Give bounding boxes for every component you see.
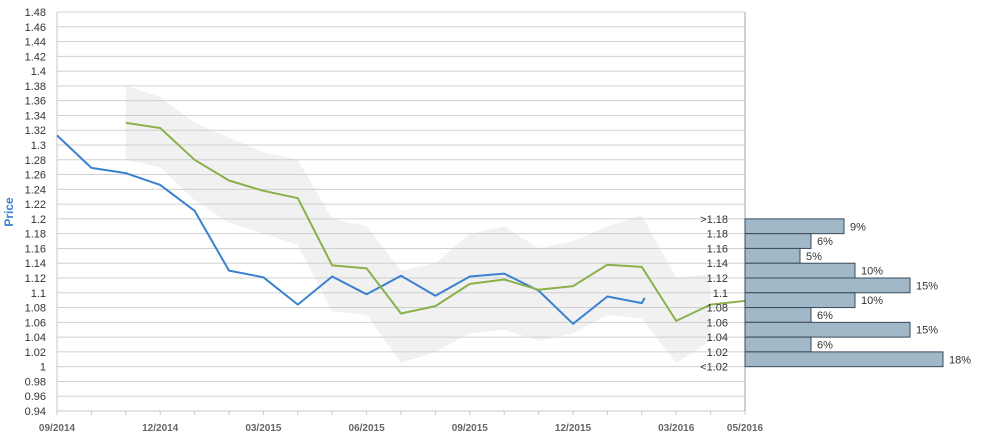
x-tick-label: 03/2016 [658, 423, 695, 434]
x-tick-label: 03/2015 [245, 423, 282, 434]
y-tick-label: 1.46 [25, 22, 46, 34]
distribution-bin-label: >1.18 [700, 214, 728, 226]
distribution-bar [744, 292, 856, 309]
y-tick-label: 1.3 [31, 140, 46, 152]
y-tick-label: 1.28 [25, 155, 46, 167]
x-tick-label: 06/2015 [349, 423, 386, 434]
distribution-bar [744, 247, 801, 264]
y-tick-label: 1.38 [25, 81, 46, 93]
grid-layer [57, 11, 745, 412]
distribution-percent-label: 10% [861, 266, 883, 278]
y-tick-label: 1.12 [25, 273, 46, 285]
distribution-bar [744, 277, 911, 294]
distribution-bin-label: <1.02 [700, 362, 728, 374]
y-tick-label: 1.32 [25, 125, 46, 137]
y-tick-label: 1.4 [31, 66, 46, 78]
x-tick-label: 09/2014 [39, 423, 76, 434]
series-line-1 [56, 134, 646, 325]
y-tick-label: 1.18 [25, 229, 46, 241]
distribution-bin-label: 1.02 [707, 347, 728, 359]
y-tick-label: 1.36 [25, 96, 46, 108]
distribution-percent-label: 15% [916, 280, 938, 292]
y-tick-label: 1.26 [25, 170, 46, 182]
distribution-percent-label: 10% [861, 295, 883, 307]
distribution-bar [744, 233, 812, 249]
x-tick-label: 12/2014 [142, 423, 179, 434]
distribution-bar [744, 307, 812, 323]
x-tick-label: 05/2016 [727, 423, 764, 434]
y-tick-label: 1.44 [25, 37, 46, 49]
x-tick-label: 09/2015 [452, 423, 489, 434]
distribution-bin-label: 1.12 [707, 273, 728, 285]
distribution-bar [744, 336, 812, 353]
y-axis-label: Price [2, 197, 16, 227]
confidence-band-layer [125, 85, 711, 364]
y-tick-label: 1.2 [31, 214, 46, 226]
distribution-bin-label: 1.08 [707, 303, 728, 315]
y-tick-label: 1.16 [25, 243, 46, 255]
y-tick-label: 1.42 [25, 51, 46, 63]
distribution-bin-label: 1.18 [707, 229, 728, 241]
y-tick-label: 1.04 [25, 332, 46, 344]
distribution-bin-label: 1.1 [713, 288, 728, 300]
distribution-percent-label: 5% [806, 251, 822, 263]
y-tick-label: 0.98 [25, 376, 46, 388]
y-tick-label: 0.96 [25, 391, 46, 403]
y-tick-label: 1.08 [25, 303, 46, 315]
x-tick-label: 12/2015 [555, 423, 592, 434]
distribution-percent-label: 6% [817, 310, 833, 322]
distribution-bin-label: 1.04 [707, 332, 728, 344]
y-tick-label: 1.1 [31, 288, 46, 300]
y-tick-label: 1.14 [25, 258, 46, 270]
confidence-band [125, 85, 711, 364]
distribution-percent-label: 18% [949, 354, 971, 366]
y-tick-label: 1.22 [25, 199, 46, 211]
distribution-bar [744, 351, 944, 368]
y-tick-label: 0.94 [25, 406, 46, 418]
y-tick-label: 1.02 [25, 347, 46, 359]
y-tick-label: 1.34 [25, 110, 46, 122]
distribution-bar [744, 262, 856, 279]
distribution-bin-label: 1.14 [707, 258, 728, 270]
y-tick-label: 1.24 [25, 184, 46, 196]
y-tick-label: 1.06 [25, 317, 46, 329]
distribution-bin-label: 1.06 [707, 317, 728, 329]
distribution-bin-label: 1.16 [707, 243, 728, 255]
axis-layer: 1.48 1.46 1.44 1.42 1.4 1.38 1.36 1.34 1.32 1.3 1.… [25, 7, 764, 434]
series-line-2 [125, 121, 746, 322]
distribution-layer: >1.18 9% 1.18 6% 1.16 5% 1.14 10% 1.12 15% 1.1 10% 1… [700, 214, 971, 374]
distribution-percent-label: 9% [850, 221, 866, 233]
distribution-bar [744, 321, 911, 338]
distribution-percent-label: 6% [817, 236, 833, 248]
distribution-percent-label: 15% [916, 325, 938, 337]
series-layer [56, 121, 746, 325]
distribution-percent-label: 6% [817, 340, 833, 352]
y-tick-label: 1.48 [25, 7, 46, 19]
distribution-bar [744, 218, 845, 235]
y-tick-label: 1 [40, 362, 46, 374]
